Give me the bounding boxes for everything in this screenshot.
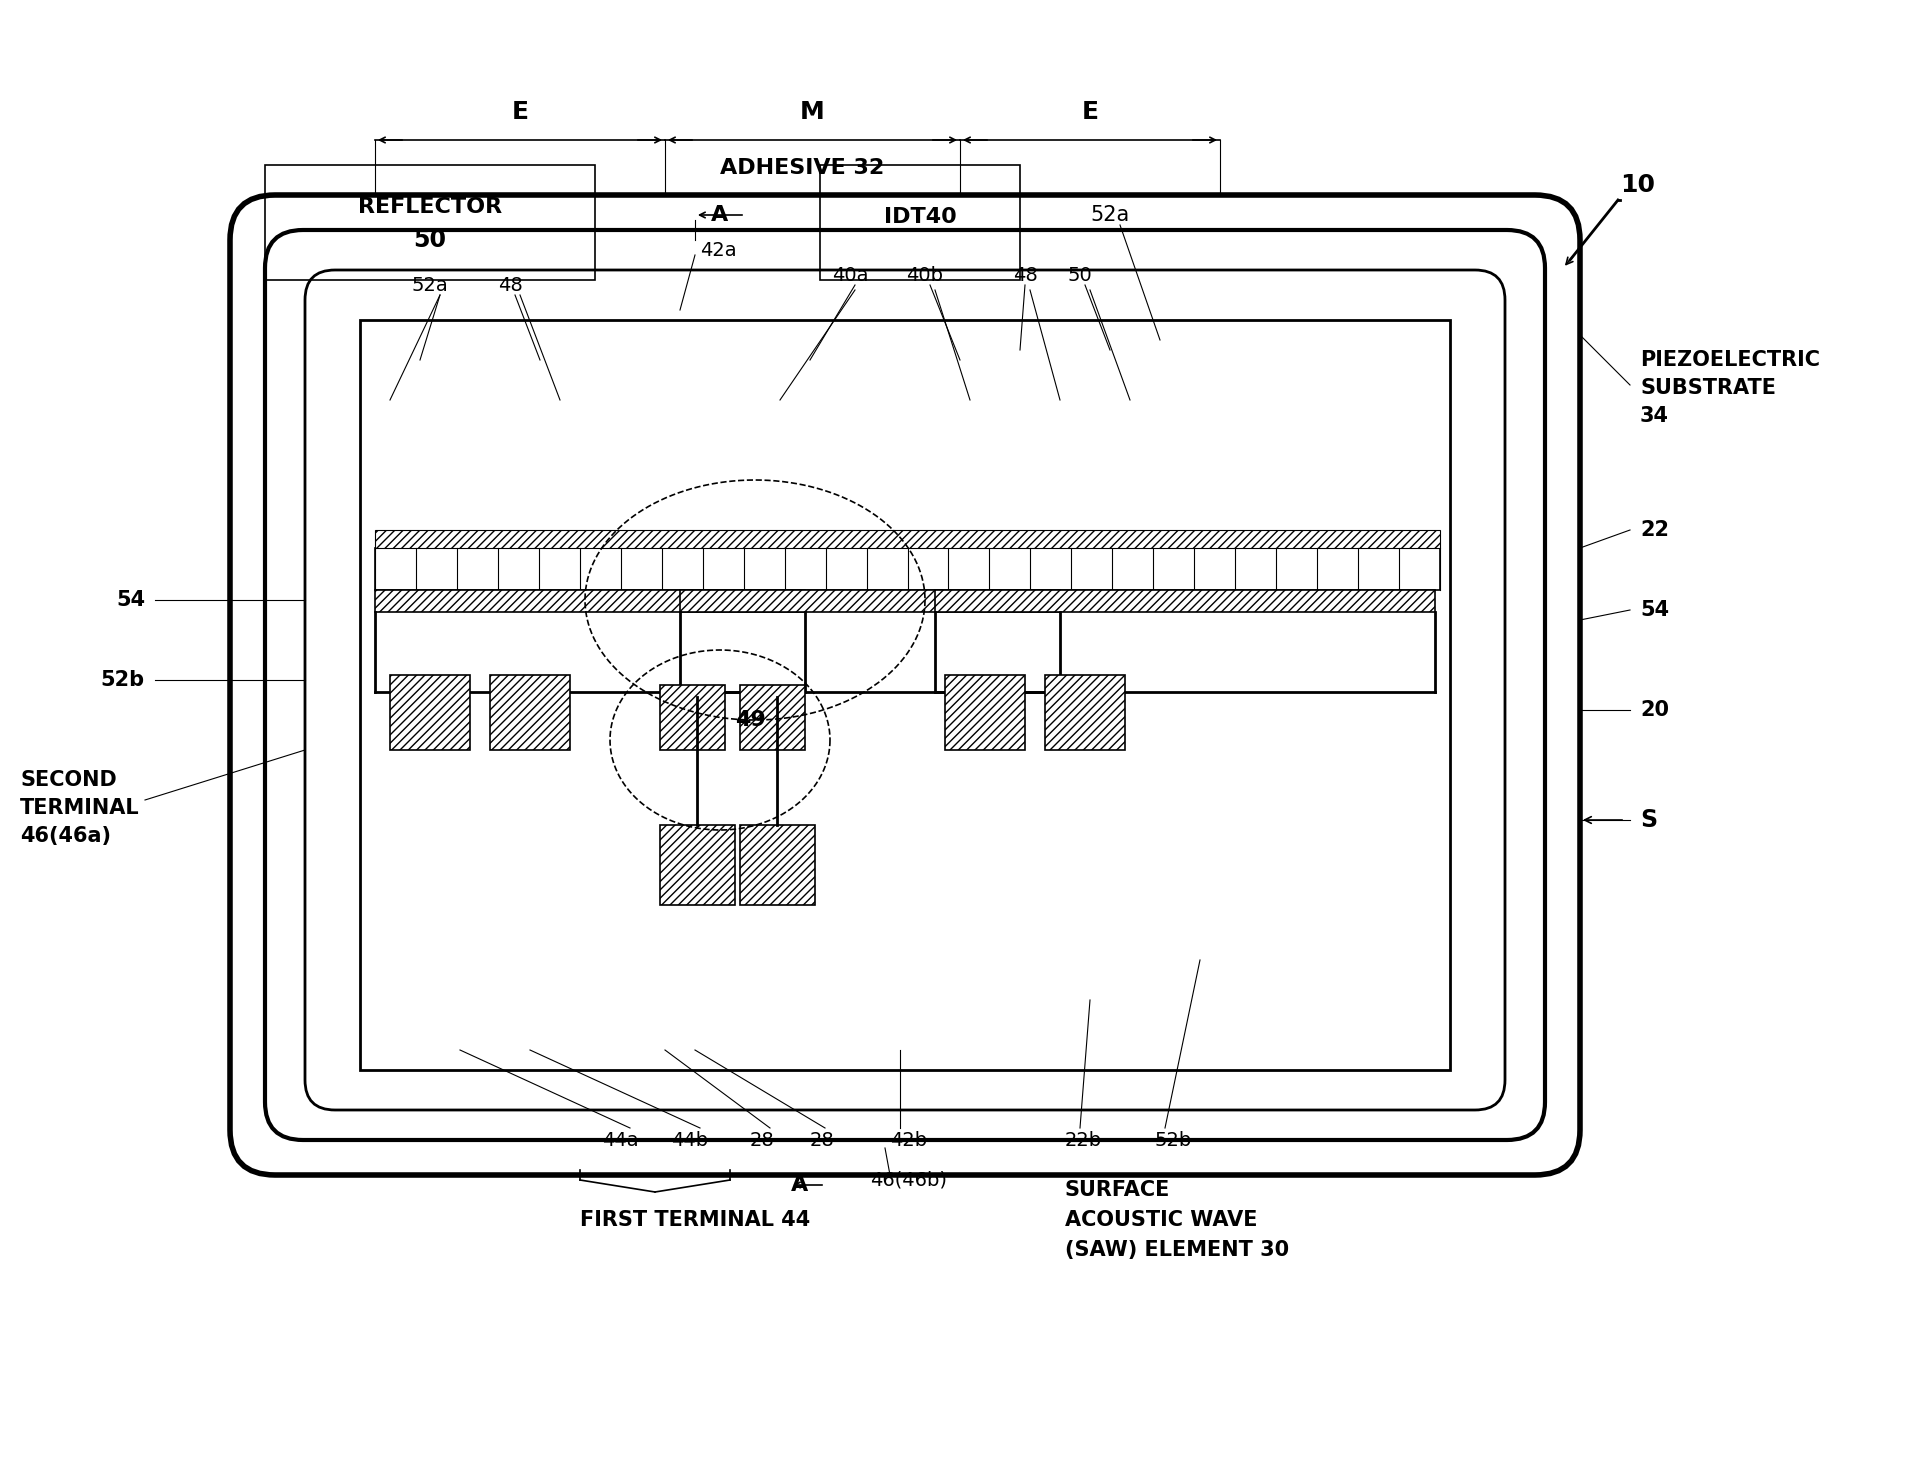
- Text: S: S: [1641, 809, 1658, 832]
- Text: ADHESIVE 32: ADHESIVE 32: [720, 158, 884, 179]
- Bar: [1045, 675, 1126, 750]
- Text: REFLECTOR: REFLECTOR: [357, 196, 501, 217]
- Text: 34: 34: [1641, 406, 1669, 426]
- Text: 52a: 52a: [411, 275, 448, 294]
- Text: 10: 10: [1619, 173, 1656, 196]
- Text: A: A: [711, 205, 728, 226]
- Text: 42b: 42b: [889, 1131, 928, 1150]
- Bar: [359, 319, 1450, 1069]
- Bar: [820, 166, 1020, 280]
- Bar: [375, 530, 1441, 548]
- Text: (SAW) ELEMENT 30: (SAW) ELEMENT 30: [1064, 1239, 1289, 1260]
- Text: 22b: 22b: [1064, 1131, 1103, 1150]
- Text: TERMINAL: TERMINAL: [19, 798, 140, 817]
- Text: 42a: 42a: [699, 240, 736, 259]
- Text: PIEZOELECTRIC: PIEZOELECTRIC: [1641, 350, 1819, 371]
- Text: 40b: 40b: [907, 265, 943, 284]
- Text: 50: 50: [413, 229, 446, 252]
- Bar: [740, 825, 815, 905]
- Text: 28: 28: [749, 1131, 774, 1150]
- Text: IDT40: IDT40: [884, 207, 957, 227]
- Text: SUBSTRATE: SUBSTRATE: [1641, 378, 1777, 398]
- Text: SURFACE: SURFACE: [1064, 1179, 1170, 1200]
- Bar: [936, 590, 1435, 612]
- Text: 20: 20: [1641, 700, 1669, 719]
- Text: 48: 48: [1012, 265, 1037, 284]
- Text: 46(46b): 46(46b): [870, 1171, 947, 1190]
- Text: 52a: 52a: [1089, 205, 1130, 226]
- Bar: [740, 686, 805, 750]
- Text: A: A: [791, 1175, 809, 1195]
- Bar: [661, 686, 724, 750]
- Text: 50: 50: [1068, 265, 1093, 284]
- Text: 40a: 40a: [832, 265, 868, 284]
- Bar: [390, 675, 471, 750]
- Bar: [680, 590, 1060, 612]
- Text: ACOUSTIC WAVE: ACOUSTIC WAVE: [1064, 1210, 1258, 1231]
- Text: 48: 48: [498, 275, 523, 294]
- Bar: [265, 166, 596, 280]
- Text: 22: 22: [1641, 520, 1669, 541]
- Text: M: M: [801, 100, 824, 125]
- Text: 54: 54: [1641, 601, 1669, 620]
- Text: 52b: 52b: [102, 670, 144, 690]
- Text: 28: 28: [811, 1131, 836, 1150]
- Text: FIRST TERMINAL 44: FIRST TERMINAL 44: [580, 1210, 811, 1231]
- Text: 46(46a): 46(46a): [19, 826, 111, 845]
- Bar: [375, 590, 805, 612]
- Text: E: E: [511, 100, 528, 125]
- Text: 49: 49: [734, 711, 765, 730]
- Text: E: E: [1082, 100, 1099, 125]
- Text: 52b: 52b: [1155, 1131, 1193, 1150]
- Bar: [490, 675, 571, 750]
- Text: 54: 54: [115, 590, 144, 609]
- Bar: [945, 675, 1026, 750]
- Bar: [661, 825, 736, 905]
- Text: 44b: 44b: [672, 1131, 709, 1150]
- Text: SECOND: SECOND: [19, 771, 117, 790]
- Text: 44a: 44a: [601, 1131, 638, 1150]
- Bar: [375, 548, 1441, 590]
